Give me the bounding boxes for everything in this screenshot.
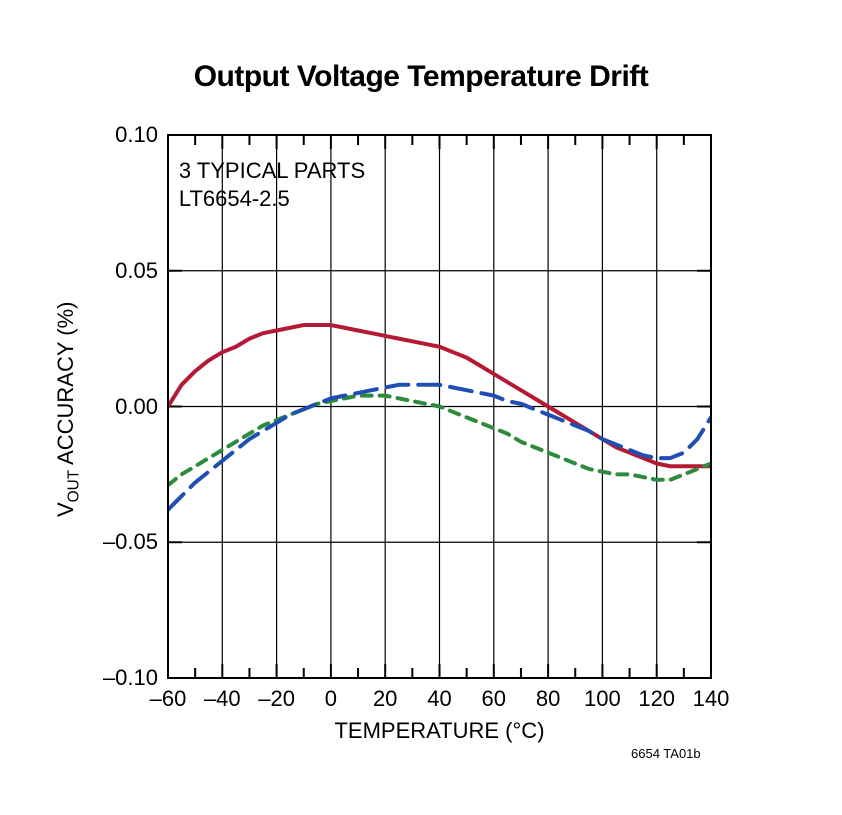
- x-tick-label: 120: [638, 686, 675, 712]
- x-tick-label: –60: [150, 686, 187, 712]
- y-tick-label: 0.00: [88, 394, 158, 420]
- figure-page: Output Voltage Temperature Drift VOUT AC…: [0, 0, 842, 815]
- x-tick-label: 140: [693, 686, 730, 712]
- x-tick-label: 20: [373, 686, 397, 712]
- x-tick-label: 60: [482, 686, 506, 712]
- x-tick-label: –20: [258, 686, 295, 712]
- x-tick-label: –40: [204, 686, 241, 712]
- x-tick-label: 40: [427, 686, 451, 712]
- y-tick-label: –0.10: [88, 665, 158, 691]
- x-tick-label: 100: [584, 686, 621, 712]
- y-tick-label: –0.05: [88, 529, 158, 555]
- x-tick-label: 80: [536, 686, 560, 712]
- x-tick-label: 0: [325, 686, 337, 712]
- y-tick-label: 0.10: [88, 122, 158, 148]
- y-tick-label: 0.05: [88, 258, 158, 284]
